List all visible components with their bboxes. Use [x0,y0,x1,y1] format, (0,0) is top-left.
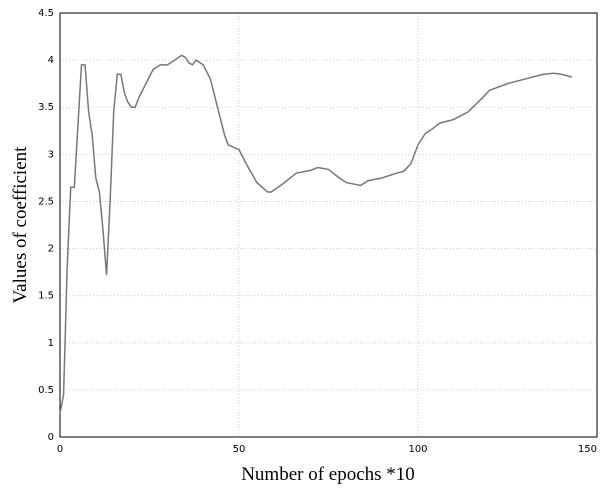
y-axis-label: Values of coefficient [10,146,31,304]
y-tick-label: 1 [48,338,54,349]
x-axis-label: Number of epochs *10 [241,464,415,485]
y-tick-label: 0 [48,432,54,443]
x-tick-label: 0 [57,444,63,455]
y-tick-label: 3 [48,149,54,160]
x-tick-label: 50 [233,444,246,455]
plot-frame [59,12,598,438]
y-tick-label: 4.5 [38,8,54,19]
y-tick-label: 4 [48,55,54,66]
y-tick-label: 2 [48,244,54,255]
x-tick-label: 100 [408,444,427,455]
y-tick-label: 3.5 [38,102,54,113]
y-tick-label: 0.5 [38,385,54,396]
y-tick-label: 2.5 [38,196,54,207]
data-line [59,54,573,414]
y-tick-label: 1.5 [38,291,54,302]
x-tick-label: 150 [578,444,597,455]
